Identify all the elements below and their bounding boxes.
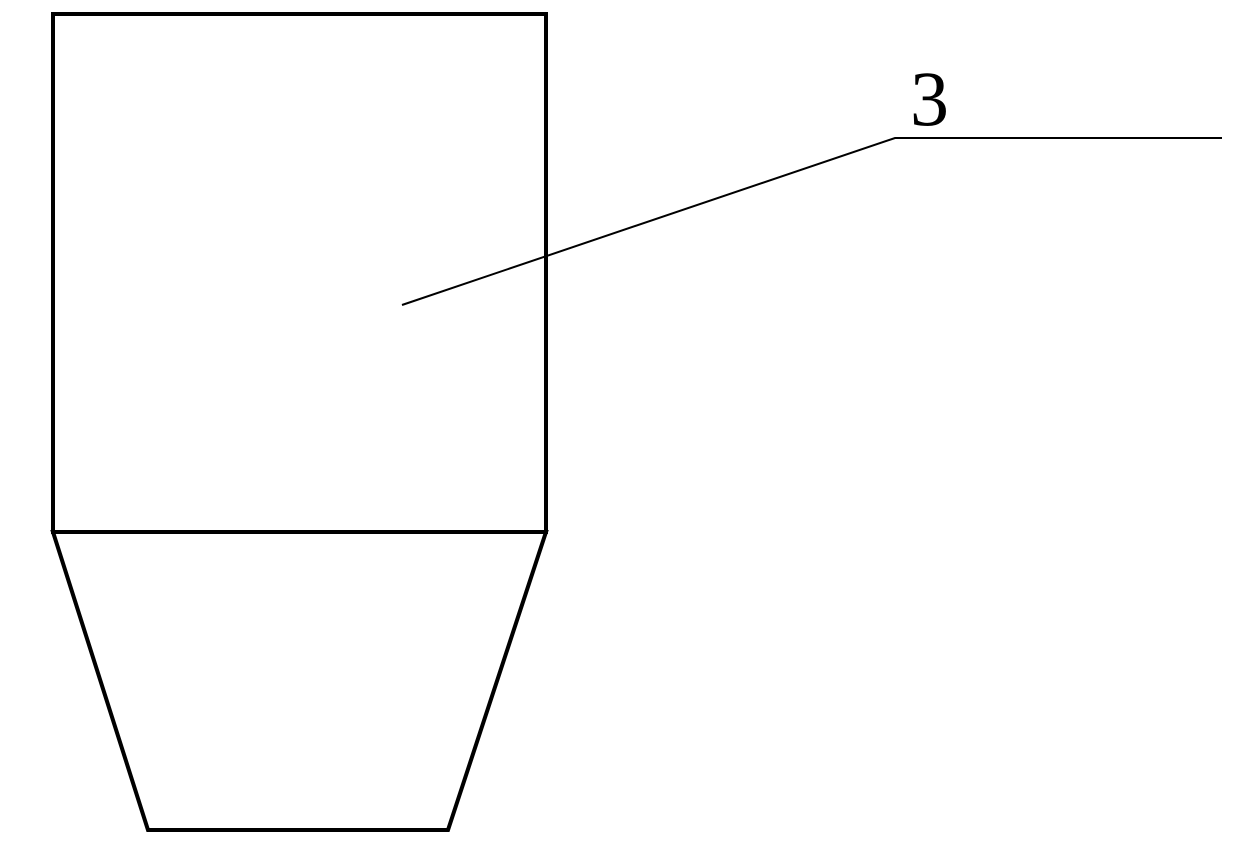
shape-rectangle	[53, 14, 546, 532]
technical-diagram: 3	[0, 0, 1240, 842]
diagram-svg	[0, 0, 1240, 842]
part-label-3: 3	[910, 54, 949, 144]
shape-trapezoid	[53, 532, 546, 830]
leader-line	[402, 138, 1222, 305]
